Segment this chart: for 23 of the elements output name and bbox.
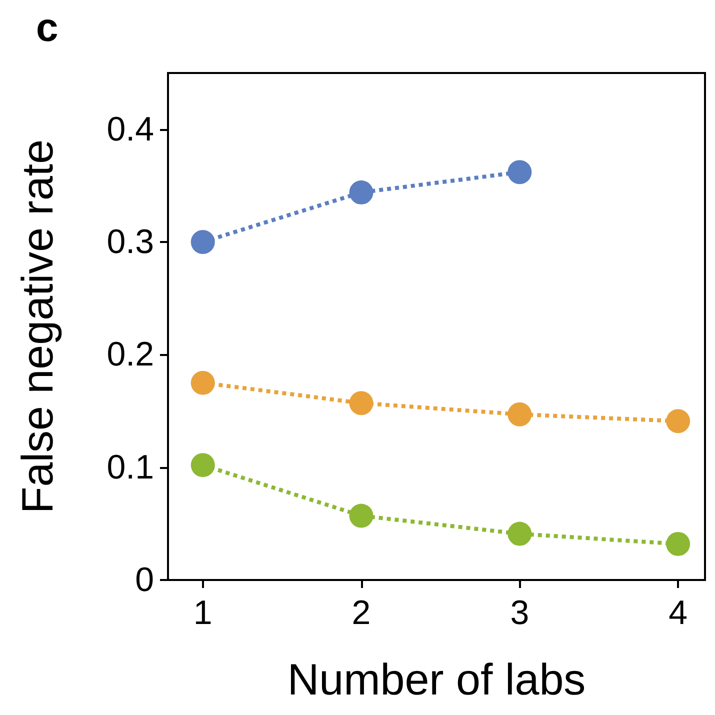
x-tick-label: 2 [352, 594, 371, 632]
y-tick-label: 0.1 [106, 448, 154, 486]
point [190, 370, 215, 395]
y-axis-title: False negative rate [14, 139, 62, 514]
x-axis-title: Number of labs [287, 656, 586, 704]
point [349, 391, 374, 416]
x-tick-label: 4 [668, 594, 688, 632]
point [349, 504, 374, 528]
point [190, 230, 215, 254]
y-tick-label: 0.4 [106, 110, 154, 148]
text: c [36, 6, 58, 50]
point [508, 160, 532, 184]
y-tick-label: 0.3 [106, 223, 154, 261]
x-tick-label: 3 [510, 594, 530, 632]
point [349, 180, 374, 204]
point [508, 522, 532, 546]
point [190, 453, 215, 478]
y-tick-label: 0 [135, 561, 154, 599]
point [666, 532, 690, 556]
x-tick-label: 1 [193, 594, 212, 632]
point [666, 409, 690, 434]
y-tick-label: 0.2 [106, 336, 154, 374]
point [508, 402, 532, 426]
